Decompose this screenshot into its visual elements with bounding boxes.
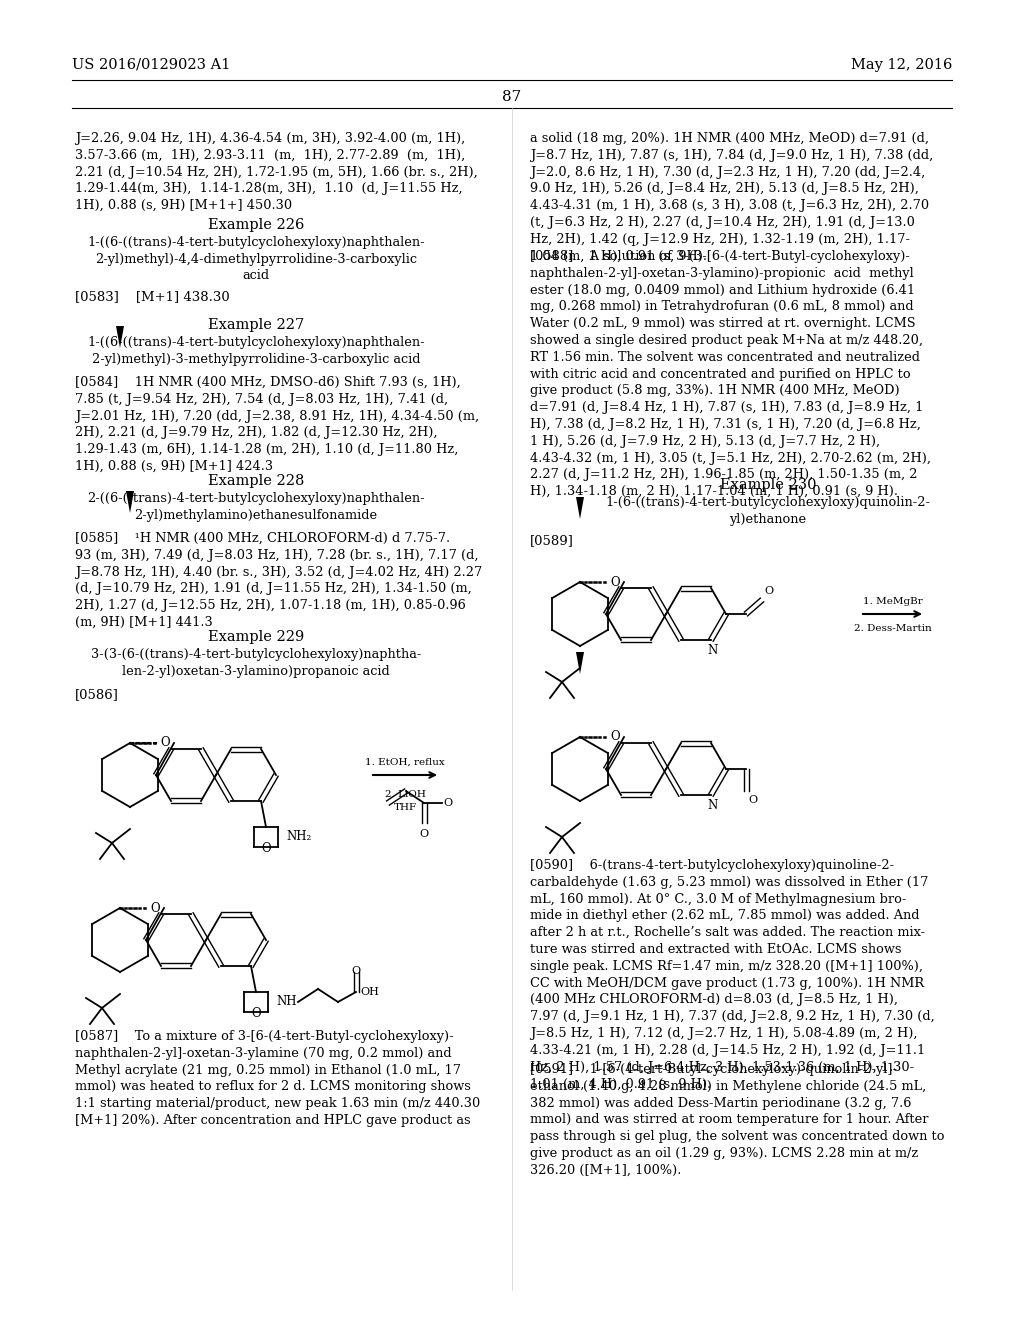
Text: O: O xyxy=(261,842,270,855)
Polygon shape xyxy=(575,498,584,519)
Text: O: O xyxy=(610,730,620,743)
Text: US 2016/0129023 A1: US 2016/0129023 A1 xyxy=(72,58,230,73)
Polygon shape xyxy=(116,326,124,348)
Text: O: O xyxy=(443,799,453,808)
Text: NH: NH xyxy=(276,995,297,1008)
Text: N: N xyxy=(708,799,718,812)
Text: 2. LiOH: 2. LiOH xyxy=(385,789,425,799)
Text: Example 229: Example 229 xyxy=(208,630,304,644)
Text: 2. Dess-Martin: 2. Dess-Martin xyxy=(854,624,932,634)
Text: [0587]    To a mixture of 3-[6-(4-tert-Butyl-cyclohexyloxy)-
naphthalen-2-yl]-ox: [0587] To a mixture of 3-[6-(4-tert-Buty… xyxy=(75,1030,480,1127)
Text: [0586]: [0586] xyxy=(75,688,119,701)
Text: O: O xyxy=(351,966,360,975)
Text: a solid (18 mg, 20%). 1H NMR (400 MHz, MeOD) d=7.91 (d,
J=8.7 Hz, 1H), 7.87 (s, : a solid (18 mg, 20%). 1H NMR (400 MHz, M… xyxy=(530,132,933,263)
Text: O: O xyxy=(251,1007,261,1020)
Text: 1-((6-((trans)-4-tert-butylcyclohexyloxy)naphthalen-
2-yl)methyl)-3-methylpyrrol: 1-((6-((trans)-4-tert-butylcyclohexyloxy… xyxy=(87,337,425,366)
Text: [0583]    [M+1] 438.30: [0583] [M+1] 438.30 xyxy=(75,290,229,304)
Text: [0590]    6-(trans-4-tert-butylcyclohexyloxy)quinoline-2-
carbaldehyde (1.63 g, : [0590] 6-(trans-4-tert-butylcyclohexylox… xyxy=(530,859,935,1090)
Text: O: O xyxy=(420,829,429,840)
Text: Example 227: Example 227 xyxy=(208,318,304,333)
Text: O: O xyxy=(764,586,773,597)
Text: O: O xyxy=(160,737,170,750)
Text: O: O xyxy=(610,576,620,589)
Text: O: O xyxy=(150,902,160,915)
Text: [0585]    ¹H NMR (400 MHz, CHLOROFORM-d) d 7.75-7.
93 (m, 3H), 7.49 (d, J=8.03 H: [0585] ¹H NMR (400 MHz, CHLOROFORM-d) d … xyxy=(75,532,482,630)
Text: Example 228: Example 228 xyxy=(208,474,304,488)
Polygon shape xyxy=(126,491,134,513)
Text: 87: 87 xyxy=(503,90,521,104)
Text: Example 230: Example 230 xyxy=(720,478,816,492)
Text: May 12, 2016: May 12, 2016 xyxy=(851,58,952,73)
Text: N: N xyxy=(708,644,718,657)
Text: NH₂: NH₂ xyxy=(286,830,311,843)
Text: O: O xyxy=(748,795,757,805)
Text: J=2.26, 9.04 Hz, 1H), 4.36-4.54 (m, 3H), 3.92-4.00 (m, 1H),
3.57-3.66 (m,  1H), : J=2.26, 9.04 Hz, 1H), 4.36-4.54 (m, 3H),… xyxy=(75,132,478,213)
Text: 1. MeMgBr: 1. MeMgBr xyxy=(862,597,923,606)
Polygon shape xyxy=(575,652,584,675)
Text: [0584]    1H NMR (400 MHz, DMSO-d6) Shift 7.93 (s, 1H),
7.85 (t, J=9.54 Hz, 2H),: [0584] 1H NMR (400 MHz, DMSO-d6) Shift 7… xyxy=(75,376,479,473)
Text: 1-((6-((trans)-4-tert-butylcyclohexyloxy)naphthalen-
2-yl)methyl)-4,4-dimethylpy: 1-((6-((trans)-4-tert-butylcyclohexyloxy… xyxy=(87,236,425,282)
Text: [0591]    1-[6-(4-tert-Butyl-cyclohexyloxy)-quinolin-2-yl]-
ethanol (1.40 g, 4.2: [0591] 1-[6-(4-tert-Butyl-cyclohexyloxy)… xyxy=(530,1063,944,1177)
Text: OH: OH xyxy=(360,987,379,997)
Text: 1-(6-((trans)-4-tert-butylcyclohexyloxy)quinolin-2-
yl)ethanone: 1-(6-((trans)-4-tert-butylcyclohexyloxy)… xyxy=(605,496,931,525)
Text: 3-(3-(6-((trans)-4-tert-butylcyclohexyloxy)naphtha-
len-2-yl)oxetan-3-ylamino)pr: 3-(3-(6-((trans)-4-tert-butylcyclohexylo… xyxy=(91,648,421,677)
Text: 2-((6-((trans)-4-tert-butylcyclohexyloxy)naphthalen-
2-yl)methylamino)ethanesulf: 2-((6-((trans)-4-tert-butylcyclohexyloxy… xyxy=(87,492,425,521)
Text: [0589]: [0589] xyxy=(530,535,573,546)
Text: [0588]    A solution of 3-(3-[6-(4-tert-Butyl-cyclohexyloxy)-
naphthalen-2-yl]-o: [0588] A solution of 3-(3-[6-(4-tert-But… xyxy=(530,249,931,498)
Text: Example 226: Example 226 xyxy=(208,218,304,232)
Text: 1. EtOH, reflux: 1. EtOH, reflux xyxy=(366,758,444,767)
Text: THF: THF xyxy=(393,803,417,812)
